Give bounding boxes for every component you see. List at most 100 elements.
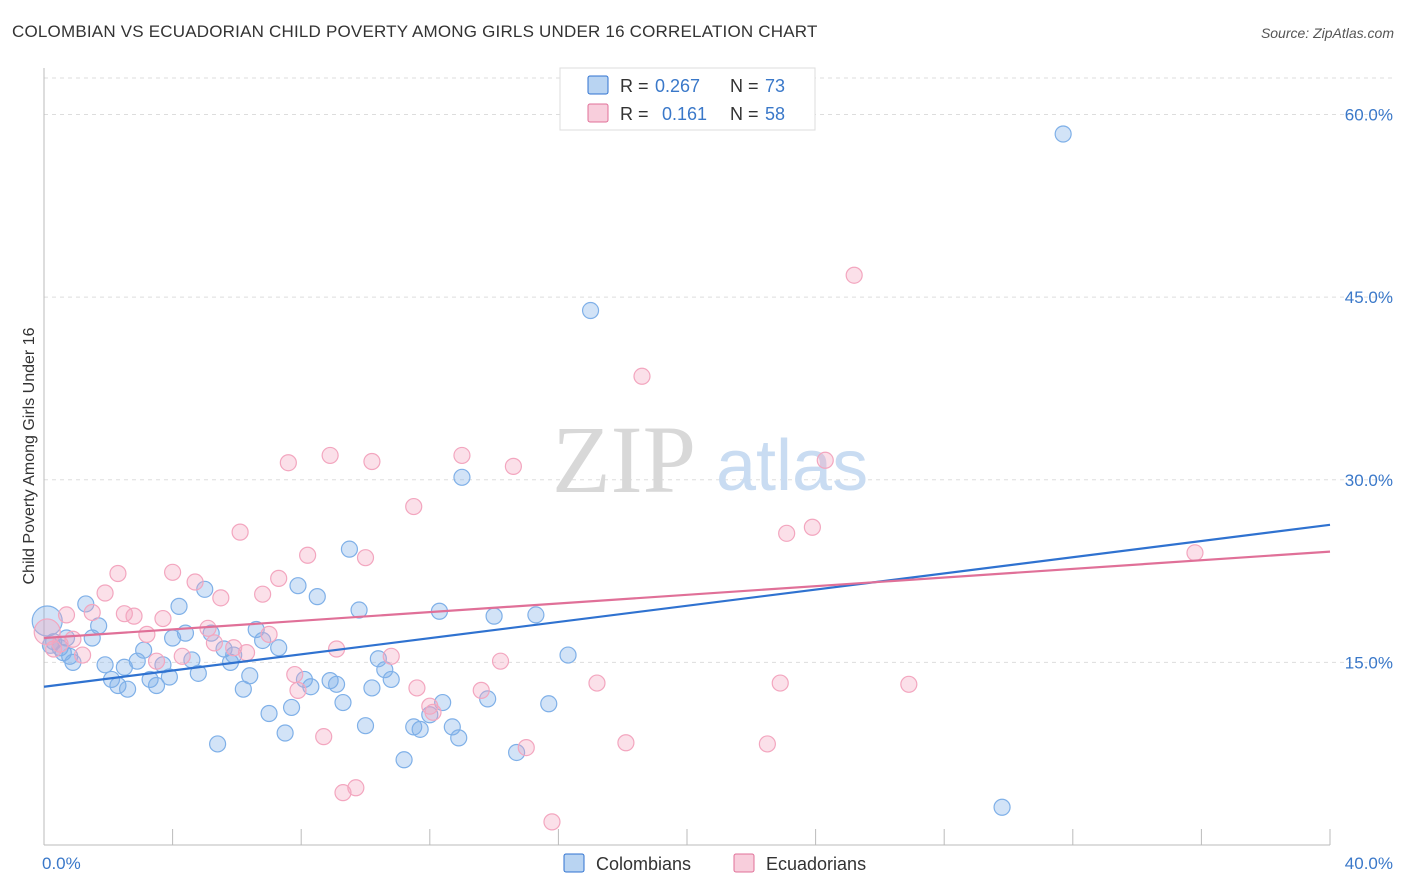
point-colombians bbox=[540, 695, 558, 713]
point-ecuadorians bbox=[260, 625, 278, 643]
point-ecuadorians bbox=[900, 675, 918, 693]
point-ecuadorians bbox=[109, 564, 127, 583]
point-ecuadorians bbox=[321, 446, 339, 465]
point-ecuadorians bbox=[803, 518, 821, 536]
point-colombians bbox=[241, 667, 259, 685]
y-tick-label: 45.0% bbox=[1345, 288, 1393, 307]
point-ecuadorians bbox=[588, 674, 606, 692]
legend: R = 0.267 N = 73 R = 0.161 N = 58 bbox=[559, 67, 816, 131]
point-colombians bbox=[202, 624, 220, 642]
point-colombians bbox=[302, 678, 320, 696]
point-ecuadorians bbox=[382, 647, 400, 665]
point-ecuadorians bbox=[73, 646, 92, 664]
point-ecuadorians bbox=[154, 609, 172, 628]
y-tick-labels: 15.0% 30.0% 45.0% 60.0% bbox=[1345, 106, 1393, 673]
point-colombians bbox=[559, 646, 577, 664]
point-colombians bbox=[327, 675, 346, 693]
y-tick-label: 30.0% bbox=[1345, 471, 1393, 490]
y-tick-label: 60.0% bbox=[1345, 106, 1393, 125]
point-ecuadorians bbox=[212, 589, 230, 607]
point-ecuadorians bbox=[617, 734, 635, 752]
series-legend-label-colombians: Colombians bbox=[596, 854, 691, 874]
point-ecuadorians bbox=[125, 607, 143, 625]
point-ecuadorians bbox=[771, 674, 789, 692]
point-colombians bbox=[363, 679, 381, 697]
legend-r-label-ecuadorians: R = bbox=[620, 104, 649, 124]
grid-lines bbox=[44, 77, 1395, 663]
point-ecuadorians bbox=[453, 446, 471, 465]
point-colombians bbox=[411, 720, 429, 738]
watermark: ZIP atlas bbox=[552, 406, 868, 513]
point-ecuadorians bbox=[57, 606, 76, 624]
point-colombians bbox=[453, 468, 471, 486]
point-colombians bbox=[382, 670, 400, 689]
legend-n-label-ecuadorians: N = bbox=[730, 104, 759, 124]
point-colombians bbox=[254, 631, 272, 650]
legend-swatch-colombians bbox=[587, 75, 609, 95]
point-ecuadorians bbox=[286, 665, 304, 684]
point-colombians bbox=[118, 680, 137, 698]
point-colombians bbox=[160, 668, 178, 686]
point-ecuadorians bbox=[237, 644, 256, 662]
point-ecuadorians bbox=[816, 451, 834, 469]
point-ecuadorians bbox=[347, 779, 365, 797]
chart-title: COLOMBIAN VS ECUADORIAN CHILD POVERTY AM… bbox=[12, 22, 818, 41]
point-colombians bbox=[369, 650, 387, 668]
point-ecuadorians bbox=[517, 739, 535, 757]
point-colombians bbox=[581, 301, 600, 320]
series-legend-swatch-ecuadorians bbox=[733, 853, 755, 873]
point-ecuadorians bbox=[408, 679, 426, 697]
x-tick-label-min: 0.0% bbox=[42, 854, 81, 873]
point-ecuadorians bbox=[845, 266, 863, 284]
point-ecuadorians bbox=[778, 524, 796, 542]
point-colombians bbox=[135, 641, 153, 659]
point-ecuadorians bbox=[299, 546, 317, 564]
point-ecuadorians bbox=[424, 703, 442, 721]
point-colombians bbox=[340, 540, 359, 558]
point-colombians bbox=[260, 704, 278, 723]
y-axis-label: Child Poverty Among Girls Under 16 bbox=[21, 327, 38, 584]
point-colombians bbox=[289, 577, 307, 595]
point-ecuadorians bbox=[64, 630, 82, 648]
point-ecuadorians bbox=[504, 457, 522, 475]
point-ecuadorians bbox=[147, 652, 166, 670]
trend-line-ecuadorians bbox=[43, 550, 1331, 640]
point-ecuadorians bbox=[472, 681, 490, 699]
axes bbox=[43, 68, 1331, 846]
point-ecuadorians bbox=[279, 454, 297, 472]
point-ecuadorians bbox=[289, 681, 307, 699]
legend-swatch-ecuadorians bbox=[587, 103, 609, 123]
legend-r-value-ecuadorians: 0.161 bbox=[662, 104, 707, 124]
point-ecuadorians bbox=[315, 728, 333, 746]
point-ecuadorians bbox=[363, 452, 381, 471]
point-colombians bbox=[485, 607, 503, 625]
point-colombians bbox=[77, 595, 95, 613]
point-colombians bbox=[395, 751, 413, 769]
series-legend-swatch-colombians bbox=[563, 853, 585, 873]
point-colombians bbox=[1054, 125, 1072, 143]
point-colombians bbox=[96, 656, 114, 674]
point-colombians bbox=[993, 798, 1011, 816]
legend-n-value-ecuadorians: 58 bbox=[765, 104, 785, 124]
point-colombians bbox=[147, 676, 166, 695]
x-tick-labels: 0.0% 40.0% bbox=[42, 854, 1393, 873]
legend-r-value-colombians: 0.267 bbox=[655, 76, 700, 96]
point-ecuadorians bbox=[405, 497, 423, 516]
legend-r-label-colombians: R = bbox=[620, 76, 649, 96]
point-colombians bbox=[282, 698, 301, 717]
point-colombians bbox=[189, 664, 207, 682]
point-ecuadorians bbox=[356, 549, 375, 567]
point-colombians bbox=[508, 743, 526, 762]
point-colombians bbox=[527, 606, 545, 624]
point-colombians bbox=[479, 690, 497, 708]
point-ecuadorians bbox=[270, 569, 288, 587]
point-ecuadorians bbox=[96, 584, 114, 602]
point-colombians bbox=[170, 597, 188, 615]
x-tick-label-max: 40.0% bbox=[1345, 854, 1393, 873]
legend-n-label-colombians: N = bbox=[730, 76, 759, 96]
point-ecuadorians bbox=[543, 813, 561, 831]
trend-lines bbox=[43, 523, 1331, 688]
point-colombians bbox=[276, 724, 294, 742]
point-colombians bbox=[334, 693, 352, 712]
